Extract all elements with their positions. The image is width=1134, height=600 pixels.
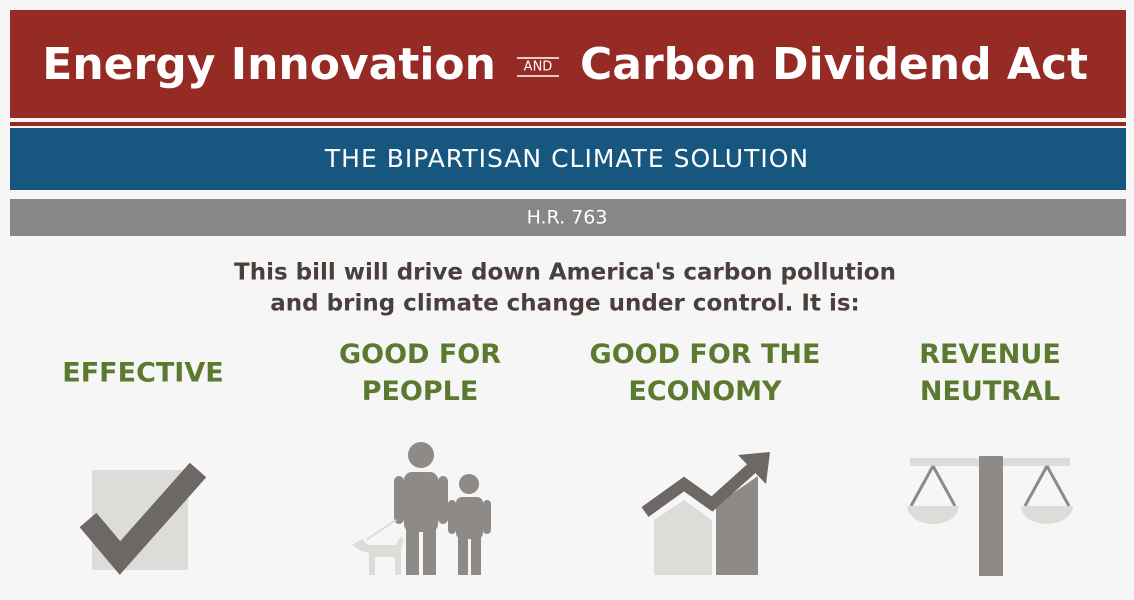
subtitle-band xyxy=(10,128,1126,190)
intro: This bill will drive down America's carb… xyxy=(234,260,896,317)
title-right: Carbon Dividend Act xyxy=(580,39,1088,90)
feature-label: GOOD FOR xyxy=(339,339,501,370)
title-left: Energy Innovation xyxy=(42,39,496,90)
check-icon xyxy=(79,462,207,575)
feature-label: ECONOMY xyxy=(628,376,782,407)
feature-label: NEUTRAL xyxy=(920,376,1060,407)
scales-icon xyxy=(907,456,1073,576)
features: EFFECTIVE GOOD FOR PEOPLE GOOD FOR THE ECONO… xyxy=(62,339,1060,407)
header-rule xyxy=(10,122,1126,126)
bill-number: H.R. 763 xyxy=(527,207,608,229)
economy-icon xyxy=(641,452,770,575)
feature-label: GOOD FOR THE xyxy=(590,339,821,370)
title-and: AND xyxy=(524,60,553,75)
header-band xyxy=(10,10,1126,118)
feature-label: PEOPLE xyxy=(362,376,479,407)
feature-label: EFFECTIVE xyxy=(62,358,223,389)
subtitle: THE BIPARTISAN CLIMATE SOLUTION xyxy=(324,144,809,173)
intro-line: and bring climate change under control. … xyxy=(270,291,859,317)
people-icon xyxy=(352,442,491,575)
bill-band xyxy=(10,199,1126,236)
intro-line: This bill will drive down America's carb… xyxy=(234,260,896,286)
feature-label: REVENUE xyxy=(919,339,1061,370)
